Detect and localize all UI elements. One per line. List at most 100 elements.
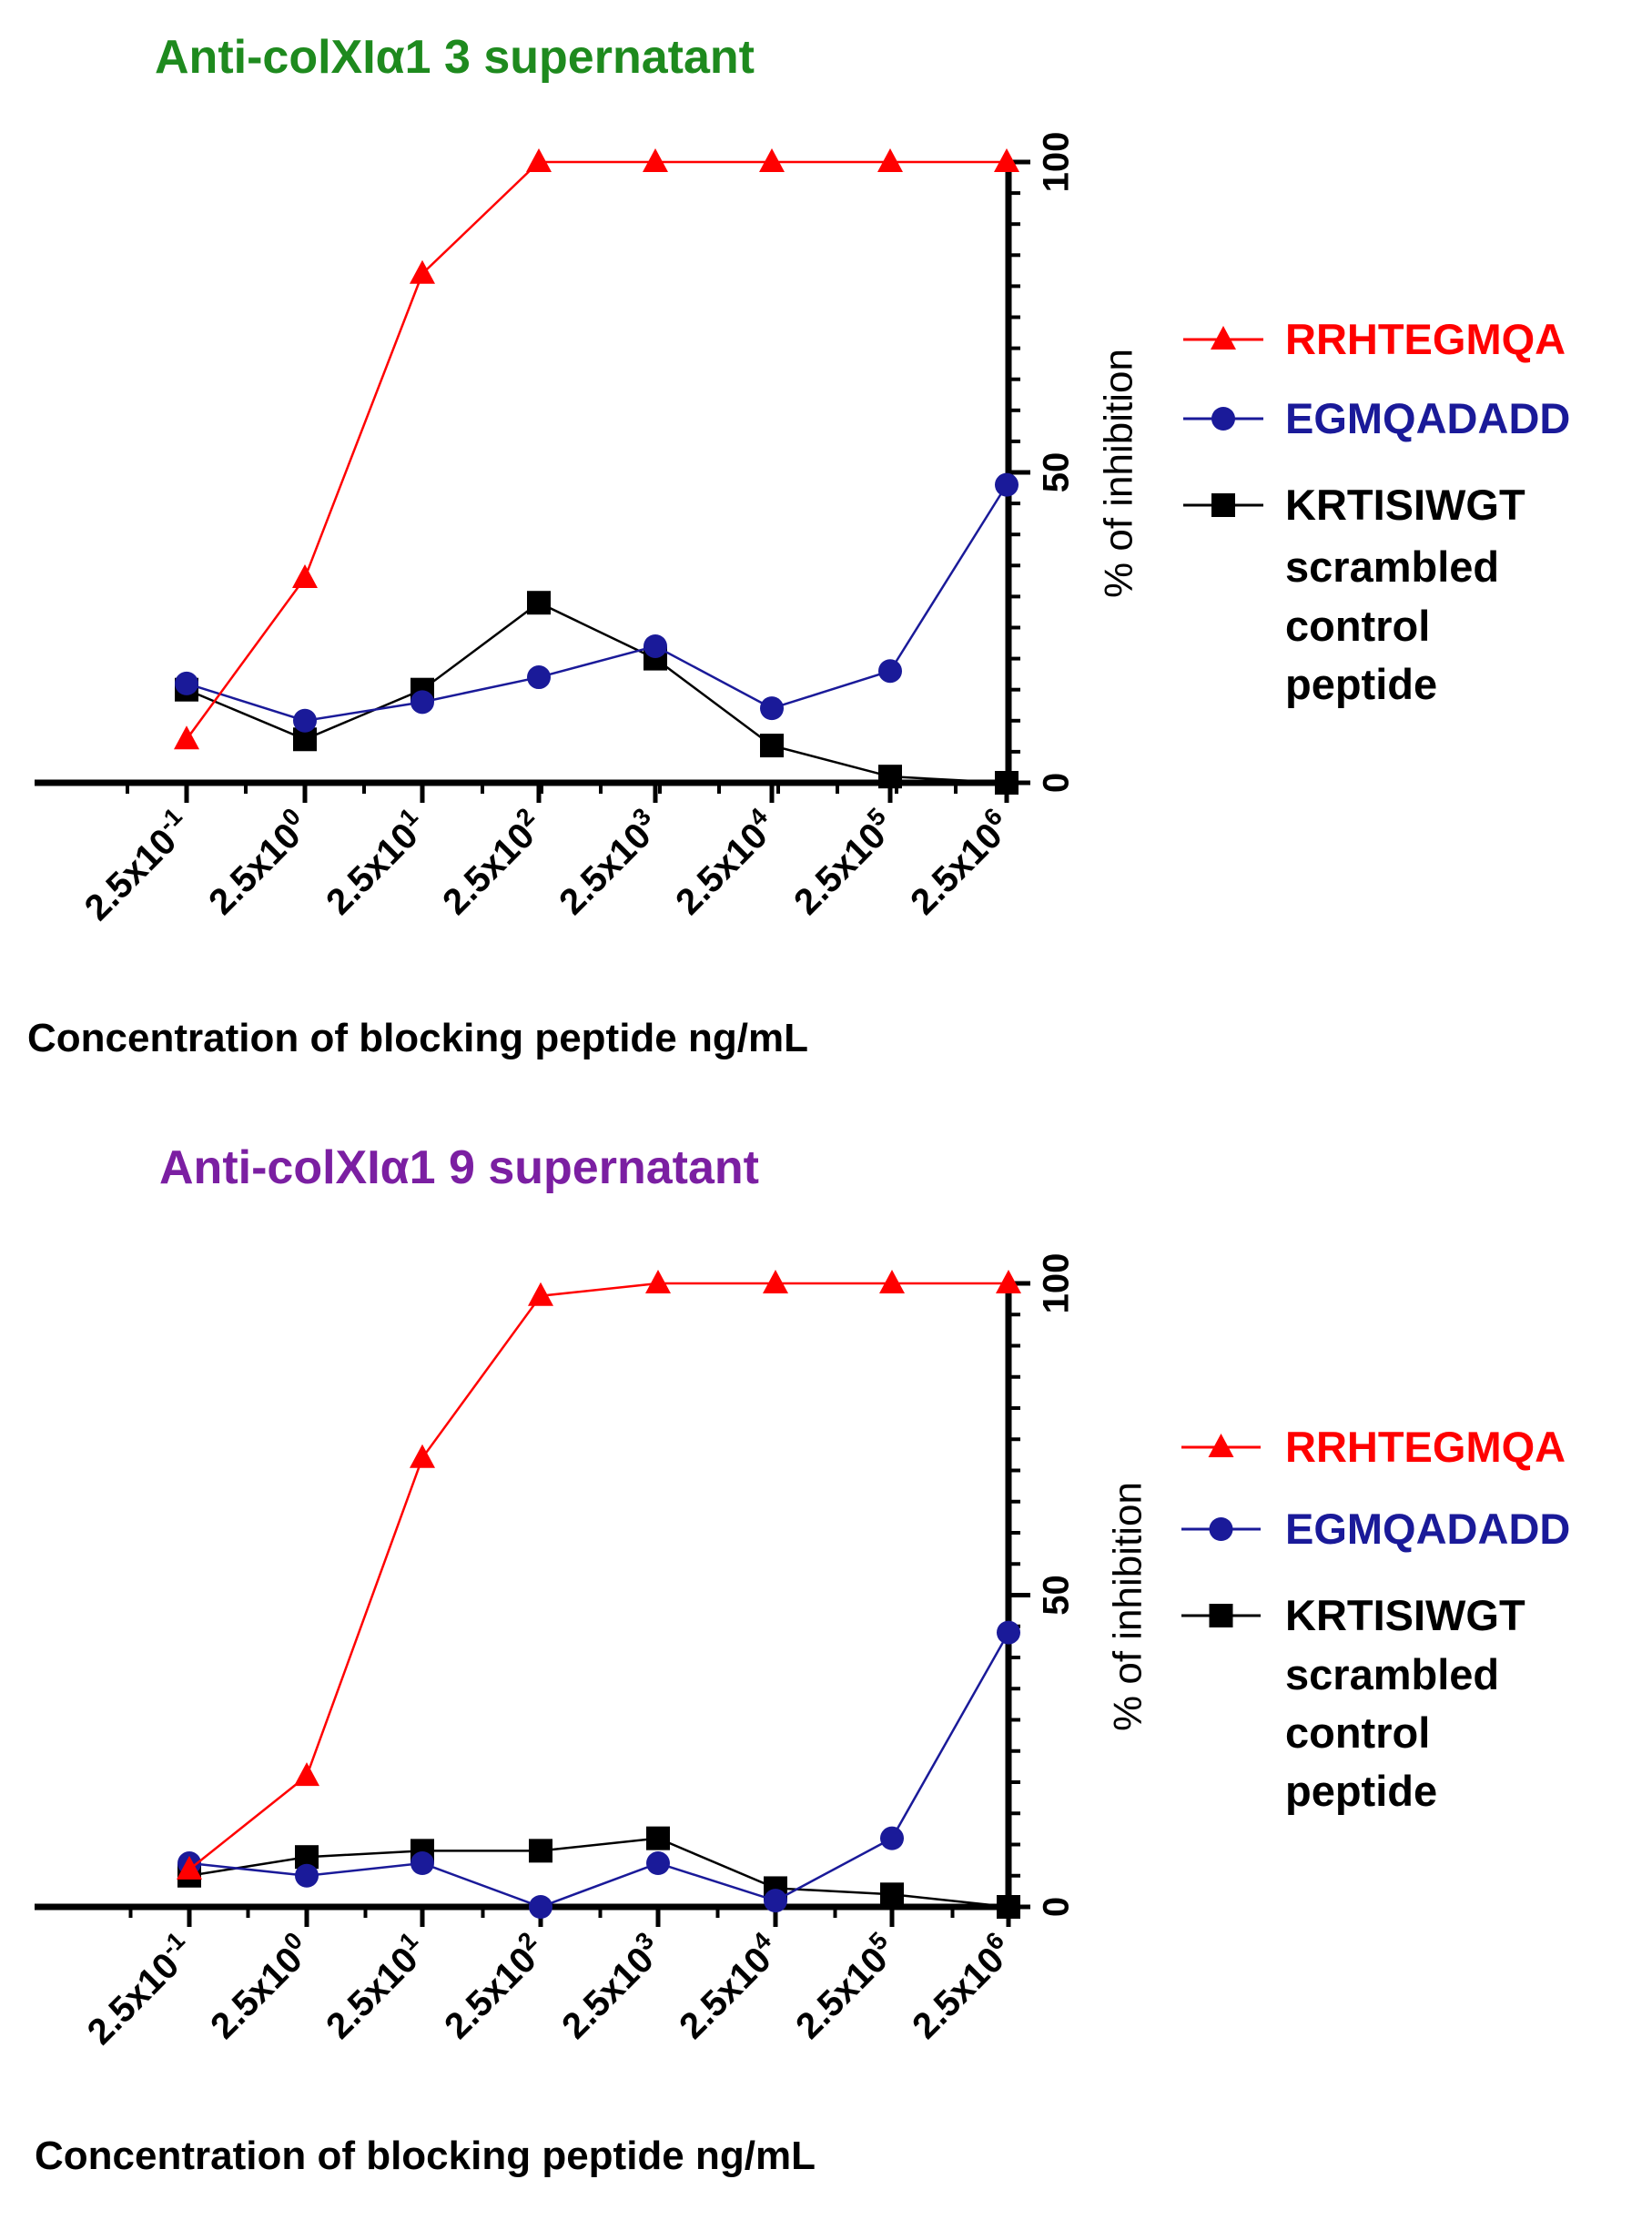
data-point xyxy=(174,725,199,750)
x-tick-base: 2.5x10 xyxy=(788,1940,896,2047)
data-point xyxy=(529,1895,552,1919)
legend-marker xyxy=(1211,326,1236,350)
data-point xyxy=(760,696,784,721)
legend-label: KRTISIWGT xyxy=(1285,1591,1525,1639)
legend-note: peptide xyxy=(1285,1767,1437,1815)
x-tick-base: 2.5x10 xyxy=(201,816,309,923)
data-point xyxy=(175,671,198,695)
data-point xyxy=(764,1889,787,1913)
data-point xyxy=(878,659,902,684)
x-tick-base: 2.5x10 xyxy=(554,1940,662,2047)
legend: RRHTEGMQA EGMQADADD KRTISIWGT scrambled cont… xyxy=(1181,1423,1570,1815)
series-KRTISIWGT xyxy=(175,591,1019,795)
data-point xyxy=(528,1282,553,1306)
data-point xyxy=(997,1895,1020,1919)
y-tick-label: 100 xyxy=(1037,1253,1077,1314)
y-axis-title: % of inhibition xyxy=(1097,349,1141,598)
legend-label: RRHTEGMQA xyxy=(1285,315,1566,363)
data-point xyxy=(994,148,1019,172)
x-tick-label: 2.5x102 xyxy=(434,1927,554,2047)
legend-label: EGMQADADD xyxy=(1285,394,1570,442)
x-tick-base: 2.5x10 xyxy=(319,1940,426,2047)
x-tick-label: 2.5x10-1 xyxy=(74,803,199,928)
series-line xyxy=(186,601,1008,785)
legend-label: EGMQADADD xyxy=(1285,1505,1570,1553)
data-point xyxy=(763,1270,788,1293)
data-point xyxy=(995,771,1019,795)
x-tick-base: 2.5x10 xyxy=(203,1940,310,2047)
data-point xyxy=(879,1270,905,1293)
y-axis-title: % of inhibition xyxy=(1106,1482,1150,1731)
x-tick-label: 2.5x103 xyxy=(552,1927,672,2047)
data-point xyxy=(294,1762,319,1787)
data-point xyxy=(643,148,668,172)
legend-note: control xyxy=(1285,602,1430,650)
legend-note: control xyxy=(1285,1708,1430,1757)
legend-note: scrambled xyxy=(1285,542,1499,591)
data-point xyxy=(527,591,551,615)
data-point xyxy=(177,1855,202,1880)
x-tick-base: 2.5x10 xyxy=(80,1945,187,2053)
data-point xyxy=(646,1851,670,1876)
series-line xyxy=(186,483,1008,723)
series-RRHTEGMQA xyxy=(174,148,1019,750)
legend-label: KRTISIWGT xyxy=(1285,481,1525,529)
legend-label: RRHTEGMQA xyxy=(1285,1423,1566,1471)
x-tick-base: 2.5x10 xyxy=(319,816,426,923)
data-point xyxy=(292,563,318,588)
x-axis-title: Concentration of blocking peptide ng/mL xyxy=(35,2134,816,2178)
x-tick-label: 2.5x101 xyxy=(316,1927,436,2047)
x-tick-label: 2.5x103 xyxy=(549,803,669,923)
data-point xyxy=(877,148,903,172)
chart-title: Anti-colXIα1 9 supernatant xyxy=(159,1141,759,1194)
legend-note: scrambled xyxy=(1285,1650,1499,1698)
data-point xyxy=(878,765,902,789)
x-tick-label: 2.5x102 xyxy=(432,803,552,923)
x-tick-base: 2.5x10 xyxy=(903,816,1010,923)
x-tick-base: 2.5x10 xyxy=(668,816,775,923)
chart-title: Anti-colXIα1 3 supernatant xyxy=(155,31,755,84)
x-tick-label: 2.5x106 xyxy=(902,1927,1022,2047)
series-RRHTEGMQA xyxy=(177,1270,1021,1880)
data-point xyxy=(996,1270,1021,1293)
data-point xyxy=(997,1620,1020,1645)
x-tick-base: 2.5x10 xyxy=(786,816,894,923)
x-tick-label: 2.5x105 xyxy=(784,803,904,923)
data-point xyxy=(880,1882,904,1907)
data-point xyxy=(995,472,1019,497)
x-tick-base: 2.5x10 xyxy=(77,821,185,928)
legend-note: peptide xyxy=(1285,660,1437,708)
x-tick-label: 2.5x104 xyxy=(665,803,785,923)
legend-marker xyxy=(1211,407,1235,431)
data-point xyxy=(410,1851,434,1876)
y-tick-label: 50 xyxy=(1037,1575,1077,1616)
y-tick-label: 0 xyxy=(1037,773,1077,793)
data-point xyxy=(645,1270,671,1293)
y-tick-label: 50 xyxy=(1037,452,1077,493)
legend: RRHTEGMQA EGMQADADD KRTISIWGT scrambled cont… xyxy=(1183,315,1570,708)
y-tick-label: 100 xyxy=(1037,132,1077,193)
x-tick-label: 2.5x104 xyxy=(669,1927,789,2047)
x-tick-label: 2.5x100 xyxy=(200,1927,320,2047)
series-line xyxy=(188,1837,1009,1909)
series-EGMQADADD xyxy=(175,472,1019,733)
x-axis-title: Concentration of blocking peptide ng/mL xyxy=(27,1016,808,1060)
data-point xyxy=(527,665,551,690)
legend-marker xyxy=(1211,493,1235,517)
x-tick-label: 2.5x10-1 xyxy=(76,1927,202,2053)
data-point xyxy=(410,259,435,284)
data-point xyxy=(529,1839,552,1863)
data-point xyxy=(644,634,667,658)
y-tick-label: 0 xyxy=(1037,1897,1077,1917)
legend-marker xyxy=(1209,1517,1233,1541)
x-tick-base: 2.5x10 xyxy=(437,1940,544,2047)
x-tick-base: 2.5x10 xyxy=(905,1940,1012,2047)
data-point xyxy=(646,1826,670,1850)
data-point xyxy=(410,1444,435,1468)
x-tick-base: 2.5x10 xyxy=(552,816,659,923)
data-point xyxy=(295,1863,319,1888)
x-tick-label: 2.5x101 xyxy=(316,803,436,923)
x-tick-label: 2.5x100 xyxy=(198,803,319,923)
legend-marker xyxy=(1209,1604,1233,1627)
